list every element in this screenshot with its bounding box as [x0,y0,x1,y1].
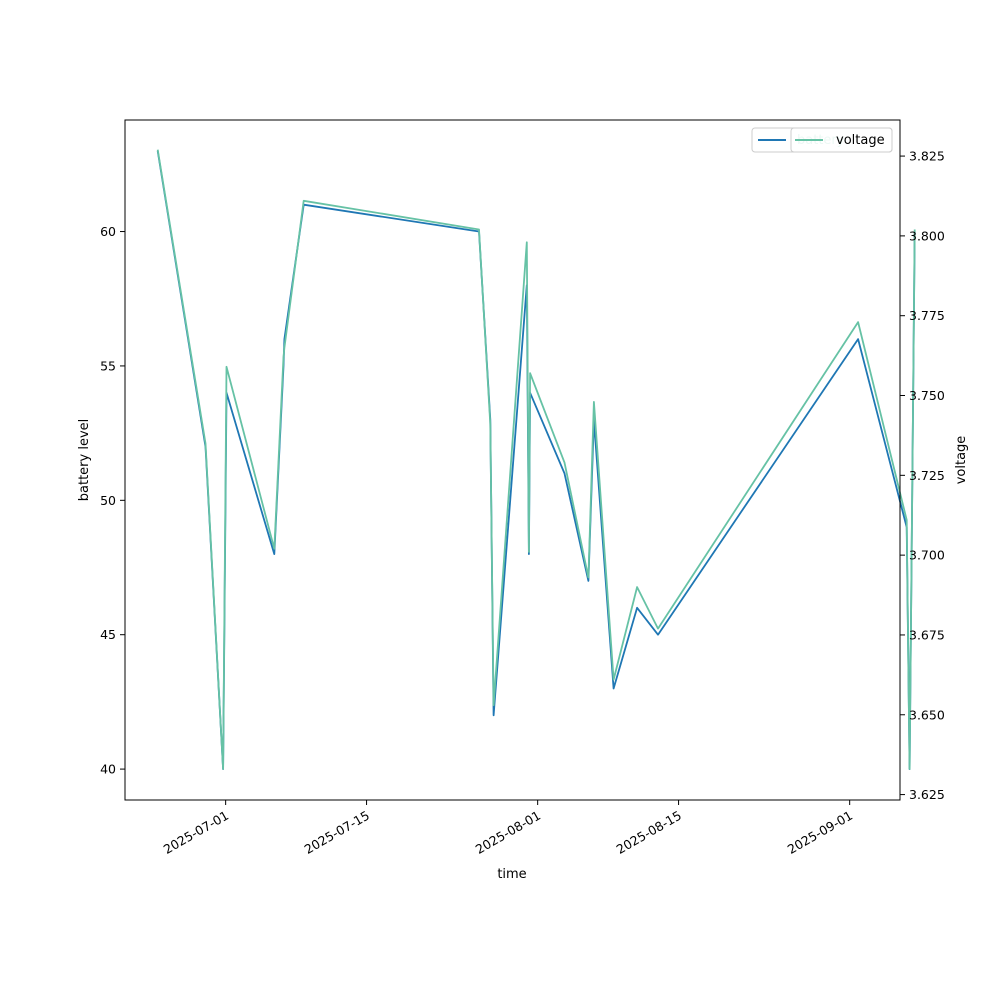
y2-tick-label: 3.825 [909,149,945,164]
y2-axis-ticks: 3.625 3.650 3.675 3.700 3.725 3.750 3.775 3.800… [900,149,945,802]
y-tick-label: 60 [100,224,116,239]
y-tick-label: 40 [100,762,116,777]
y2-tick-label: 3.625 [909,787,945,802]
y2-tick-label: 3.800 [909,228,945,243]
y-tick-label: 55 [100,358,116,373]
y2-tick-label: 3.725 [909,468,945,483]
y2-tick-label: 3.650 [909,707,945,722]
legend-voltage-label: voltage [836,133,885,148]
legend-voltage-box [790,127,893,153]
legend-voltage: voltage [790,127,893,153]
x-axis-title: time [497,867,526,882]
y2-tick-label: 3.700 [909,548,945,563]
y-axis-ticks: 40 45 50 55 60 [100,224,125,777]
series-layer [156,149,916,770]
y-tick-label: 45 [100,627,116,642]
plot-frame [124,119,901,801]
y2-tick-label: 3.675 [909,627,945,642]
y2-axis-title: voltage [954,436,969,485]
series-line-voltage [156,149,916,770]
y-axis-title: battery level [77,419,92,502]
y2-tick-label: 3.775 [909,308,945,323]
y-tick-label: 50 [100,493,116,508]
y2-tick-label: 3.750 [909,388,945,403]
